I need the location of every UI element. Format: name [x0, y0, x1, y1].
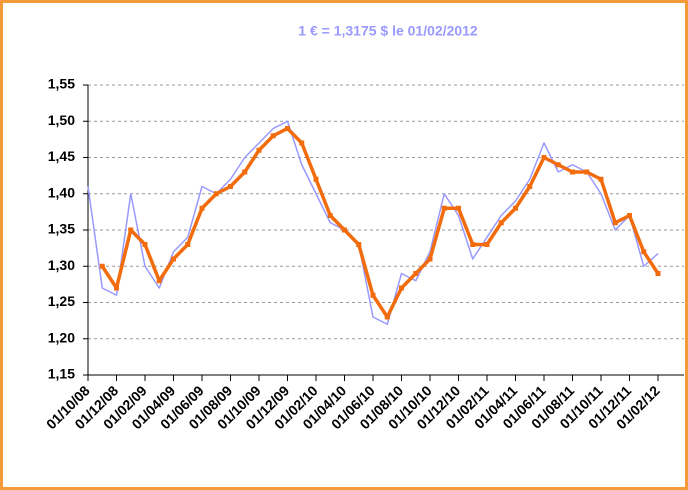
marker: [612, 220, 618, 226]
y-tick-label: 1,20: [48, 329, 75, 345]
marker: [256, 147, 262, 153]
marker: [627, 213, 632, 218]
marker: [484, 242, 490, 247]
y-tick-label: 1,30: [48, 257, 75, 273]
marker: [270, 133, 276, 139]
y-tick-label: 1,35: [48, 221, 75, 237]
marker: [185, 242, 191, 247]
line-series: [100, 126, 660, 319]
marker: [498, 220, 504, 226]
marker: [285, 126, 290, 131]
marker: [541, 155, 547, 160]
marker: [641, 249, 647, 255]
y-tick-label: 1,15: [48, 366, 75, 382]
marker: [342, 227, 347, 233]
marker: [441, 205, 447, 211]
y-tick-label: 1,55: [48, 76, 75, 92]
marker: [584, 169, 590, 175]
marker: [555, 162, 561, 168]
marker: [99, 263, 105, 269]
marker: [327, 213, 333, 218]
marker: [598, 176, 604, 182]
marker: [527, 184, 533, 189]
marker: [513, 205, 518, 211]
marker: [171, 256, 176, 262]
y-tick-label: 1,25: [48, 293, 75, 309]
y-tick-label: 1,50: [48, 112, 75, 128]
marker: [356, 242, 362, 247]
y-tick-label: 1,40: [48, 184, 75, 200]
marker: [114, 285, 119, 291]
marker: [228, 184, 233, 189]
line-series: [87, 120, 659, 325]
marker: [427, 256, 433, 262]
marker: [213, 191, 219, 197]
marker: [142, 242, 148, 247]
marker: [156, 278, 162, 284]
marker: [384, 314, 390, 320]
marker: [128, 227, 134, 233]
marker: [470, 242, 476, 247]
marker: [570, 169, 575, 175]
marker: [456, 205, 461, 211]
marker: [242, 169, 248, 175]
marker: [313, 176, 319, 182]
marker: [399, 285, 404, 291]
marker: [370, 292, 376, 298]
chart-title: 1 € = 1,3175 $ le 01/02/2012: [298, 23, 478, 39]
y-tick-label: 1,45: [48, 148, 75, 164]
marker: [413, 271, 419, 276]
marker: [199, 205, 205, 211]
marker: [299, 140, 305, 146]
marker: [655, 271, 661, 276]
